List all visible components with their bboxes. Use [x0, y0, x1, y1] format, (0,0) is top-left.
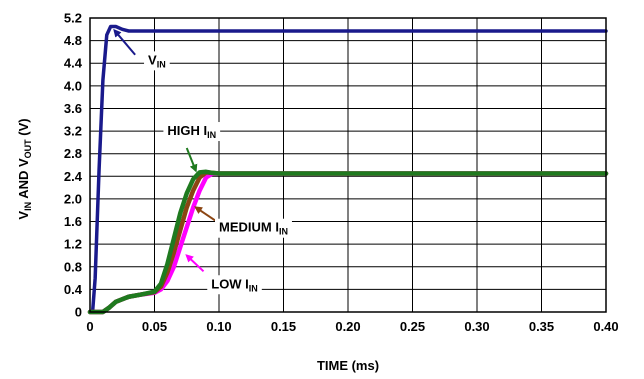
x-tick-label: 0.20: [335, 319, 360, 334]
x-tick-label: 0.35: [529, 319, 554, 334]
y-tick-label: 3.2: [64, 124, 82, 139]
annotation-arrow: [185, 147, 198, 173]
x-tick-label: 0.40: [593, 319, 618, 334]
annotation-arrow: [185, 254, 205, 273]
y-tick-label: 0: [75, 305, 82, 320]
tick-labels: 0 0.4 0.8 1.2 1.6 2.0 2.4 2.8 3.2 3.6 4.0 4.4 4.8 5.2…: [64, 11, 619, 335]
data-series: [87, 24, 609, 315]
y-tick-label: 2.8: [64, 146, 82, 161]
series-line-vin: [88, 24, 608, 314]
annotation-vin-label: VIN: [113, 28, 170, 71]
y-axis-title-part: AND V: [16, 158, 31, 202]
x-tick-label: 0.05: [142, 319, 167, 334]
x-tick-label: 0.25: [400, 319, 425, 334]
annotation-label: HIGH IIN: [167, 123, 216, 140]
annotation-text: LOW I: [211, 276, 249, 291]
y-tick-label: 0.4: [64, 282, 83, 297]
y-tick-label: 1.6: [64, 214, 82, 229]
y-tick-label: 4.0: [64, 78, 82, 93]
annotation-high-label: HIGH IIN: [163, 122, 221, 173]
annotation-subscript: IN: [207, 130, 216, 140]
y-tick-label: 0.8: [64, 259, 82, 274]
y-axis-title-subscript: IN: [23, 202, 33, 211]
y-tick-label: 2.0: [64, 191, 82, 206]
x-tick-label: 0.15: [271, 319, 296, 334]
annotation-medium-label: MEDIUM IIN: [194, 206, 292, 238]
annotation-text: V: [148, 52, 157, 67]
y-axis-title-subscript: OUT: [23, 139, 33, 159]
y-tick-label: 1.2: [64, 237, 82, 252]
x-tick-label: 0.30: [464, 319, 489, 334]
y-axis-title-part: V: [16, 211, 31, 220]
y-axis-title: VIN AND VOUT (V): [16, 118, 33, 219]
annotation-label: LOW IIN: [211, 276, 258, 293]
annotation-background: [207, 275, 262, 295]
annotation-text: MEDIUM I: [219, 220, 279, 235]
annotation-background: [215, 218, 292, 238]
x-tick-label: 0: [86, 319, 93, 334]
annotation-arrow: [113, 28, 136, 56]
y-tick-label: 2.4: [64, 169, 83, 184]
annotation-low-label: LOW IIN: [185, 254, 262, 295]
annotation-arrow: [194, 206, 216, 222]
annotation-background: [163, 122, 221, 142]
y-tick-label: 5.2: [64, 11, 82, 26]
y-tick-label: 3.6: [64, 101, 82, 116]
y-axis-title-part: (V): [16, 118, 31, 139]
y-tick-label: 4.4: [64, 56, 83, 71]
series-line-high: [87, 169, 609, 315]
y-tick-label: 4.8: [64, 33, 82, 48]
annotation-subscript: IN: [249, 283, 258, 293]
annotation-label: MEDIUM IIN: [219, 220, 288, 237]
plot-frame: [89, 17, 607, 313]
x-axis-title: TIME (ms): [317, 358, 379, 373]
x-tick-label: 0.10: [206, 319, 231, 334]
annotation-subscript: IN: [157, 59, 166, 69]
annotation-text: HIGH I: [167, 123, 207, 138]
annotation-label: VIN: [148, 52, 166, 69]
annotation-background: [144, 51, 170, 71]
annotation-subscript: IN: [279, 227, 288, 237]
